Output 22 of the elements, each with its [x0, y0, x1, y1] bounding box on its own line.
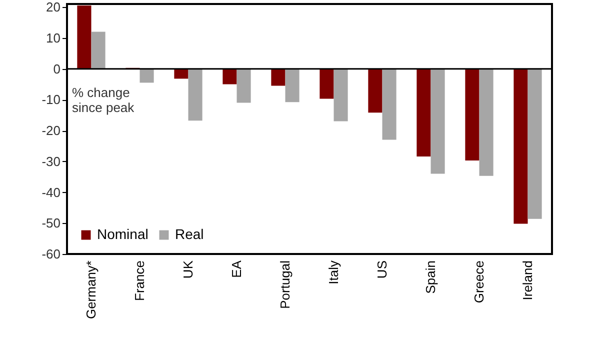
x-tick-label: US	[374, 260, 390, 279]
x-tick-label: France	[132, 260, 147, 301]
y-tick-label: 0	[53, 61, 60, 76]
legend-label: Real	[175, 226, 204, 242]
y-tick-label: -20	[42, 123, 60, 138]
y-tick-label: -10	[42, 92, 60, 108]
x-tick-label: UK	[180, 260, 196, 279]
y-tick-label: -60	[42, 246, 60, 262]
x-tick-label: Portugal	[277, 260, 292, 309]
legend-label: Nominal	[97, 226, 148, 242]
y-tick-label: 20	[46, 0, 60, 15]
x-tick-label: EA	[228, 260, 244, 278]
x-tick-label: Greece	[471, 260, 486, 304]
x-tick-label: Germany*	[83, 260, 98, 320]
x-tick-label: Ireland	[520, 260, 535, 300]
y-tick-label: -50	[42, 216, 60, 231]
y-tick-label: 10	[46, 30, 60, 46]
x-tick-label: Italy	[326, 260, 341, 284]
y-tick-label: -40	[42, 184, 60, 200]
y-tick-label: -30	[42, 154, 60, 169]
annotation: % change since peak	[72, 85, 135, 115]
x-tick-label: Spain	[422, 260, 438, 294]
